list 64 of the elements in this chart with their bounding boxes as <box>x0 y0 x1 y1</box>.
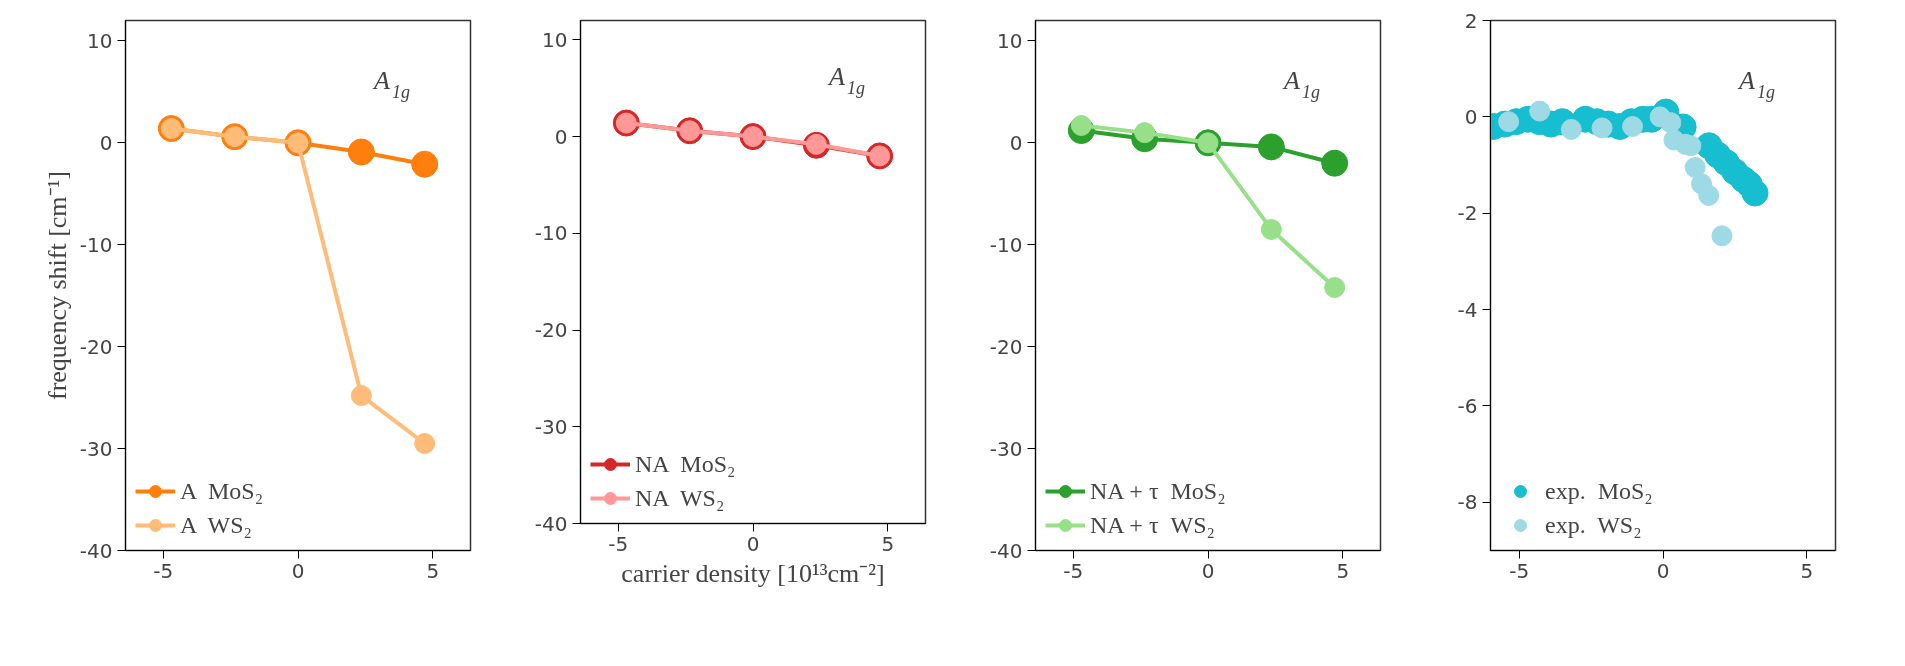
y-tick-label: 10 <box>997 28 1023 53</box>
y-tick-label: -10 <box>989 232 1023 257</box>
x-tick-label: 0 <box>1201 558 1215 583</box>
y-tick-label: -4 <box>1457 297 1478 322</box>
point <box>1698 184 1720 206</box>
y-tick-label: -30 <box>79 436 113 461</box>
y-tick-label: 0 <box>1009 130 1023 155</box>
y-tick-label: -20 <box>79 334 113 359</box>
point <box>1321 149 1349 177</box>
point <box>1622 116 1644 137</box>
x-tick-label: -5 <box>1509 558 1530 583</box>
point <box>414 433 436 454</box>
point <box>350 385 372 407</box>
legend-label: exp. WS₂ <box>1545 511 1642 539</box>
point <box>347 138 375 166</box>
x-tick-label: 5 <box>1800 558 1814 583</box>
point <box>1684 156 1706 178</box>
point <box>1591 117 1613 139</box>
legend-label: NA WS₂ <box>635 484 725 512</box>
x-tick-label: 5 <box>881 531 895 556</box>
x-axis-title: carrier density [10¹³cm⁻²] <box>621 558 885 588</box>
x-tick-label: 0 <box>291 558 305 583</box>
legend-label: A MoS₂ <box>180 477 264 505</box>
y-tick-label: -10 <box>79 232 113 257</box>
x-tick-label: -5 <box>1063 558 1084 583</box>
y-tick-label: -40 <box>79 538 113 563</box>
y-tick-label: -30 <box>534 414 568 439</box>
x-tick-label: -5 <box>153 558 174 583</box>
point <box>1260 218 1282 240</box>
x-tick-label: 0 <box>1656 558 1670 583</box>
point <box>1560 118 1582 140</box>
y-tick-label: -40 <box>534 511 568 536</box>
point <box>1660 112 1682 134</box>
point <box>1498 111 1520 133</box>
x-tick-label: 5 <box>426 558 440 583</box>
y-tick-label: 0 <box>554 124 568 149</box>
y-tick-label: 10 <box>542 27 568 52</box>
y-tick-label: 10 <box>87 28 113 53</box>
legend-label: A WS₂ <box>180 511 252 539</box>
y-tick-label: -2 <box>1457 201 1478 226</box>
y-tick-label: -8 <box>1457 490 1478 515</box>
point <box>1529 100 1551 122</box>
y-tick-label: -30 <box>989 436 1023 461</box>
legend-label: NA + τ MoS₂ <box>1090 477 1226 505</box>
y-axis-title: frequency shift [cm⁻¹] <box>42 170 72 401</box>
legend-label: NA MoS₂ <box>635 450 736 478</box>
point <box>1257 133 1285 161</box>
y-tick-label: -6 <box>1457 393 1478 418</box>
y-tick-label: -20 <box>534 318 568 343</box>
y-tick-label: -20 <box>989 334 1023 359</box>
y-tick-label: -40 <box>989 538 1023 563</box>
x-tick-label: 0 <box>746 531 760 556</box>
x-tick-label: -5 <box>608 531 629 556</box>
point <box>1711 225 1733 247</box>
y-tick-label: 2 <box>1464 8 1478 33</box>
legend-label: exp. MoS₂ <box>1545 477 1653 505</box>
y-tick-label: 0 <box>1464 104 1478 129</box>
point <box>1741 179 1769 207</box>
y-tick-label: -10 <box>534 221 568 246</box>
y-tick-label: 0 <box>99 130 113 155</box>
point <box>411 150 439 178</box>
point <box>1324 277 1346 299</box>
x-tick-label: 5 <box>1336 558 1350 583</box>
legend-label: NA + τ WS₂ <box>1090 511 1215 539</box>
